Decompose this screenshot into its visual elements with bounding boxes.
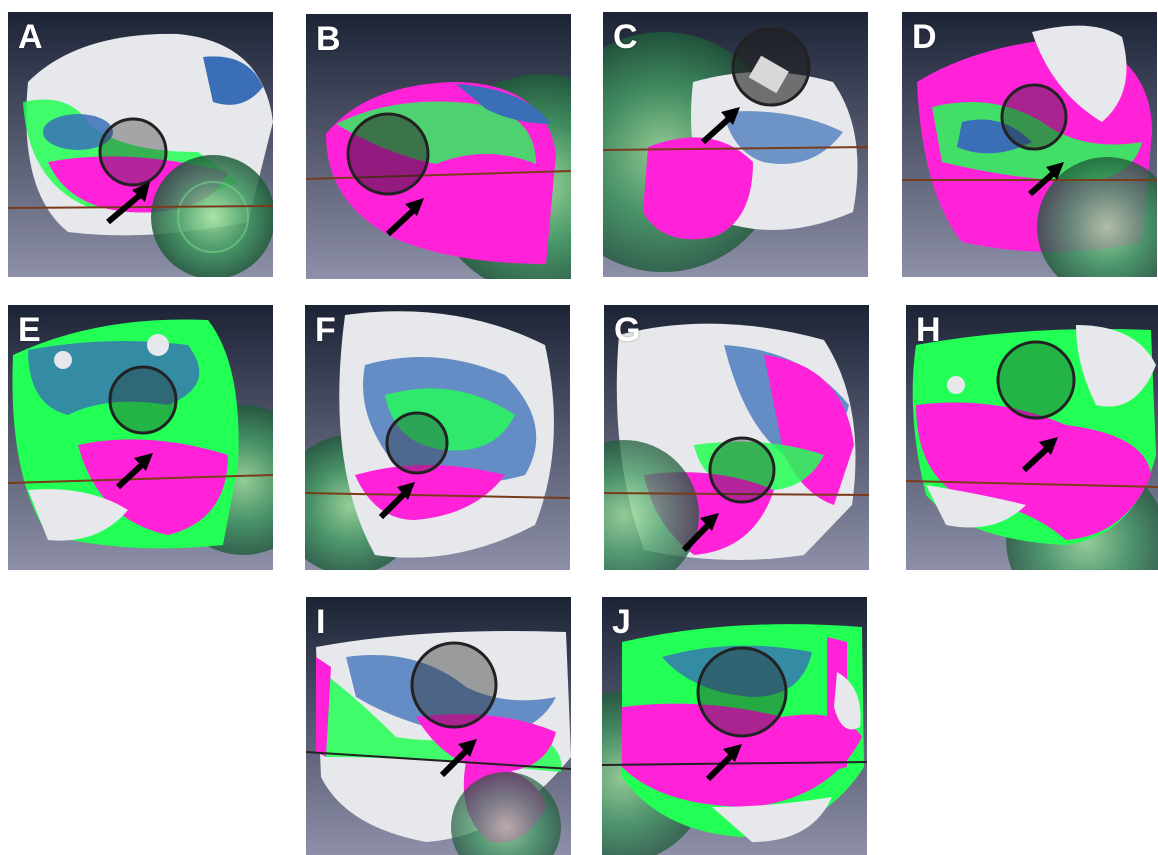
figure-panel-h: H (906, 305, 1158, 570)
panel-label: I (316, 603, 326, 641)
panel-label: E (18, 311, 41, 349)
panel-label: C (613, 18, 638, 56)
panel-c-render (603, 12, 868, 277)
figure-panel-i: I (306, 597, 571, 855)
panel-a-render (8, 12, 273, 277)
figure-panel-c: C (603, 12, 868, 277)
panel-i-render (306, 597, 571, 855)
panel-label: G (614, 311, 641, 349)
panel-h-render (906, 305, 1158, 570)
panel-label: F (315, 311, 336, 349)
panel-d-render (902, 12, 1157, 277)
figure-panel-d: D (902, 12, 1157, 277)
figure-panel-a: A (8, 12, 273, 277)
figure-panel-e: E (8, 305, 273, 570)
panel-label: A (18, 18, 43, 56)
panel-label: H (916, 311, 941, 349)
figure-panel-f: F (305, 305, 570, 570)
panel-e-render (8, 305, 273, 570)
panel-label: J (612, 603, 631, 641)
panel-f-render (305, 305, 570, 570)
figure-panel-j: J (602, 597, 867, 855)
panel-b-render (306, 14, 571, 279)
panel-g-render (604, 305, 869, 570)
figure-panel-g: G (604, 305, 869, 570)
panel-j-render (602, 597, 867, 855)
panel-label: B (316, 20, 341, 58)
figure-panel-b: B (306, 14, 571, 279)
panel-label: D (912, 18, 937, 56)
